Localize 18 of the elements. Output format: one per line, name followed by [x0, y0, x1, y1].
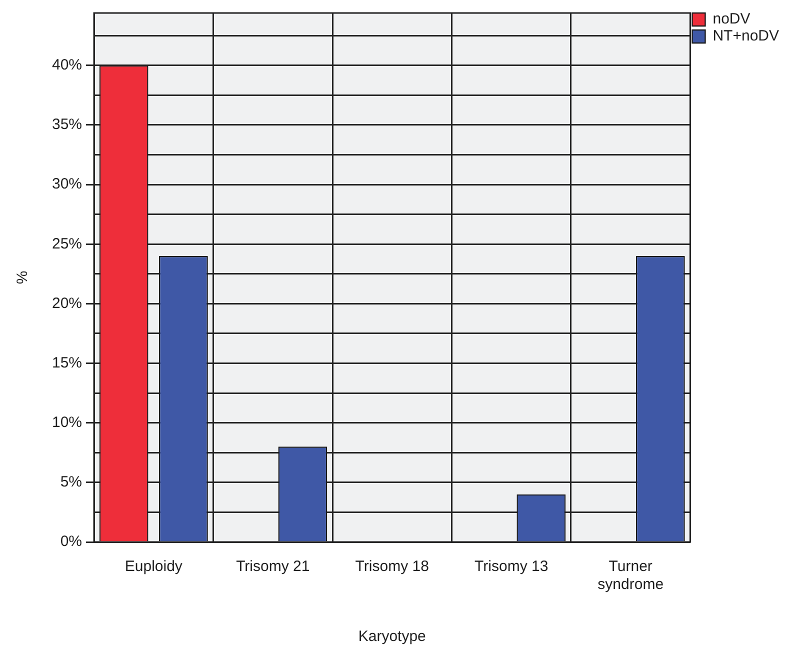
x-tick-label: Trisomy 18 [355, 558, 429, 576]
y-tick-label: 10% [52, 414, 82, 431]
y-tick-label: 20% [52, 294, 82, 312]
y-tick-label: 15% [52, 354, 82, 372]
x-tick-label: Euploidy [124, 558, 183, 576]
y-tick-label: 30% [52, 176, 82, 193]
y-tick-label: 5% [60, 474, 82, 491]
legend-label: noDV [712, 10, 750, 28]
x-axis-title: Karyotype [358, 628, 426, 646]
y-tick-label: 40% [52, 56, 82, 74]
legend-label: NT+noDV [712, 28, 780, 45]
y-tick-label: 0% [60, 533, 82, 550]
x-tick-label: Turner syndrome [598, 558, 664, 594]
x-tick-label: Trisomy 13 [474, 558, 548, 576]
y-tick-label: 35% [52, 116, 82, 134]
x-tick-label: Trisomy 21 [236, 558, 310, 576]
y-axis-title: % [14, 270, 32, 284]
y-tick-label: 25% [52, 235, 82, 252]
